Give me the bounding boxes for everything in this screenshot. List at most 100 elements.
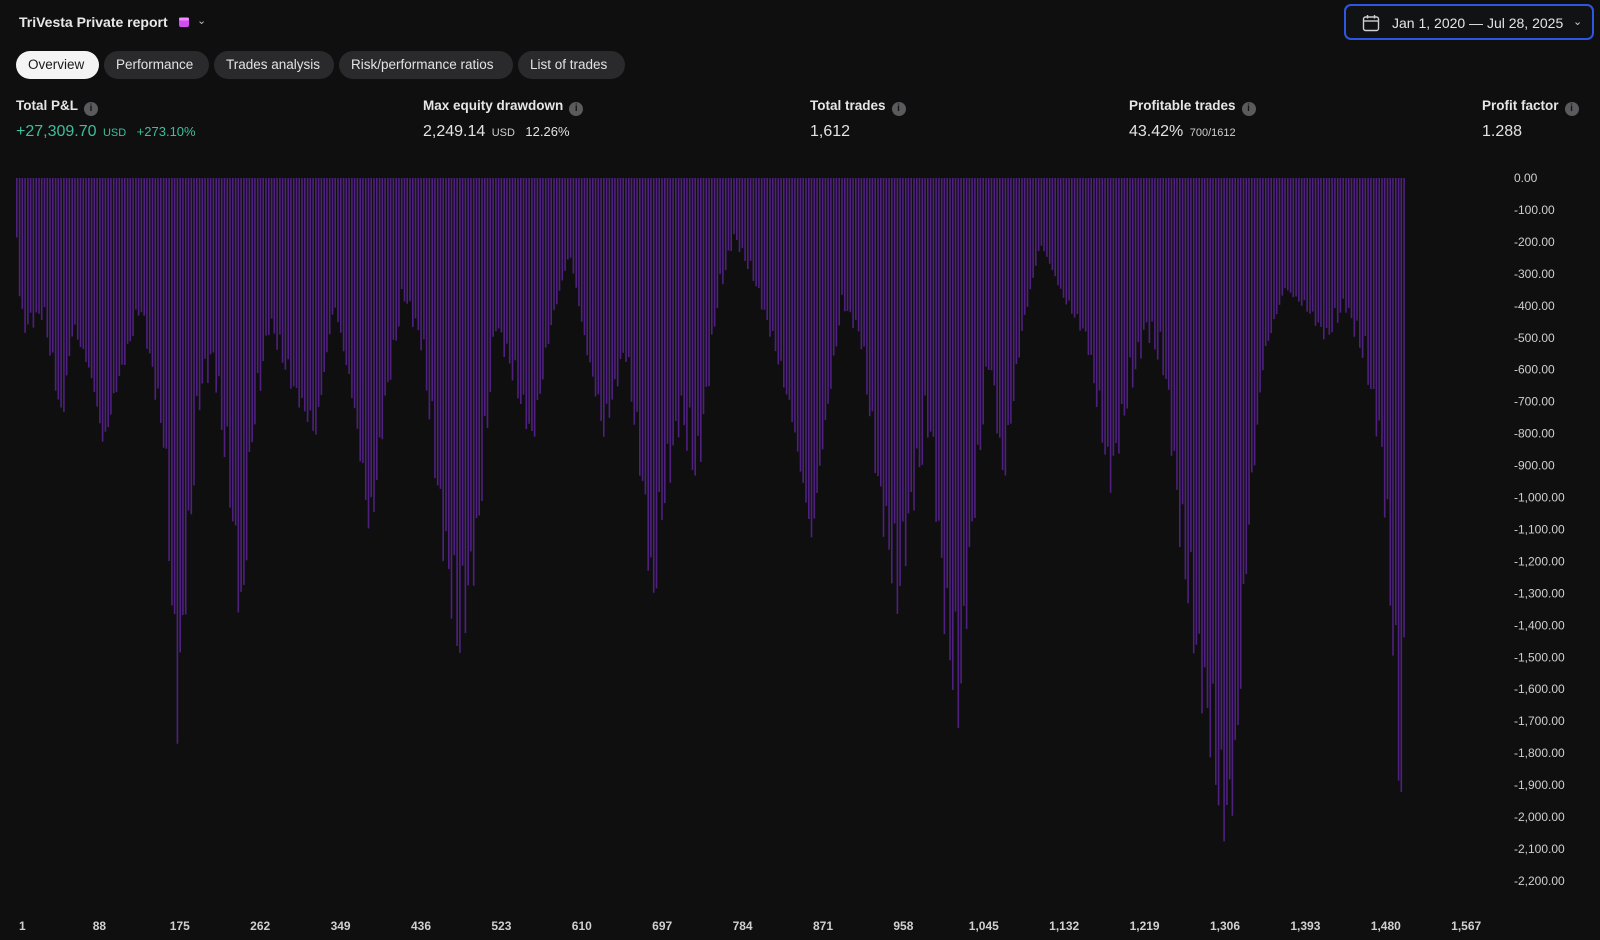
x-tick-label: 871 bbox=[813, 919, 833, 933]
drawdown-bar bbox=[268, 178, 270, 335]
tab-risk-performance-ratios[interactable]: Risk/performance ratios bbox=[339, 51, 513, 79]
drawdown-bar bbox=[173, 178, 176, 615]
drawdown-bar bbox=[376, 178, 378, 480]
y-tick-label: -1,700.00 bbox=[1514, 714, 1565, 728]
drawdown-bar bbox=[442, 178, 444, 562]
drawdown-bar bbox=[1295, 178, 1297, 297]
drawdown-bar bbox=[1239, 178, 1242, 689]
drawdown-bar bbox=[1032, 178, 1034, 278]
x-tick-label: 1 bbox=[19, 919, 26, 933]
drawdown-bar bbox=[484, 178, 486, 417]
drawdown-bar bbox=[882, 178, 885, 537]
drawdown-bar bbox=[1095, 178, 1098, 407]
drawdown-bar bbox=[821, 178, 824, 450]
drawdown-bar bbox=[1392, 178, 1394, 656]
drawdown-bar bbox=[580, 178, 583, 322]
drawdown-bar bbox=[1386, 178, 1389, 500]
y-tick-label: -200.00 bbox=[1514, 235, 1555, 249]
drawdown-bar bbox=[409, 178, 411, 302]
drawdown-bar bbox=[1143, 178, 1145, 330]
drawdown-bar bbox=[1275, 178, 1278, 315]
chevron-down-icon[interactable]: ⌄ bbox=[197, 15, 207, 27]
drawdown-bar bbox=[1101, 178, 1104, 443]
drawdown-bar bbox=[392, 178, 395, 340]
info-icon[interactable]: i bbox=[84, 102, 98, 116]
y-tick-label: -600.00 bbox=[1514, 363, 1555, 377]
drawdown-bar bbox=[162, 178, 165, 448]
drawdown-bar bbox=[1170, 178, 1173, 456]
drawdown-bar bbox=[675, 178, 677, 421]
x-tick-label: 1,480 bbox=[1371, 919, 1401, 933]
drawdown-bar bbox=[608, 178, 611, 418]
drawdown-bar bbox=[79, 178, 82, 348]
tab-trades-analysis[interactable]: Trades analysis bbox=[214, 51, 334, 79]
y-tick-label: 0.00 bbox=[1514, 171, 1538, 185]
drawdown-bar bbox=[1118, 178, 1120, 454]
info-icon[interactable]: i bbox=[1241, 102, 1256, 116]
info-icon[interactable]: i bbox=[891, 102, 906, 116]
drawdown-bar bbox=[370, 178, 372, 498]
drawdown-bar bbox=[456, 178, 458, 646]
drawdown-bar bbox=[1201, 178, 1203, 714]
drawdown-bar bbox=[929, 178, 932, 432]
drawdown-bar bbox=[417, 178, 420, 331]
drawdown-bar bbox=[932, 178, 935, 437]
drawdown-bar bbox=[248, 178, 251, 452]
drawdown-bar bbox=[763, 178, 766, 310]
drawdown-bar bbox=[849, 178, 852, 313]
calendar-badge-icon[interactable] bbox=[178, 16, 190, 28]
metric-label: Max equity drawdown bbox=[423, 98, 564, 113]
metric-value: 1.288 bbox=[1482, 123, 1523, 140]
drawdown-bar bbox=[511, 178, 514, 381]
info-icon[interactable]: i bbox=[1564, 102, 1579, 116]
drawdown-bar bbox=[168, 178, 170, 561]
drawdown-bar bbox=[553, 178, 555, 311]
drawdown-bar bbox=[619, 178, 622, 359]
report-title[interactable]: TriVesta Private report bbox=[19, 14, 168, 30]
tab-performance[interactable]: Performance bbox=[104, 51, 209, 79]
drawdown-bar bbox=[481, 178, 483, 501]
drawdown-bar bbox=[38, 178, 40, 314]
drawdown-bar bbox=[1270, 178, 1272, 334]
tab-overview[interactable]: Overview bbox=[16, 51, 99, 79]
drawdown-bar bbox=[1287, 178, 1289, 291]
drawdown-bar bbox=[1084, 178, 1087, 332]
drawdown-bar bbox=[688, 178, 691, 408]
drawdown-bar bbox=[561, 178, 564, 281]
info-icon[interactable]: i bbox=[569, 102, 584, 116]
drawdown-bar bbox=[655, 178, 658, 589]
metric-profitable-trades: Profitable trades i 43.42% 700/1612 bbox=[1129, 98, 1256, 141]
drawdown-chart[interactable]: 0.00 -100.00 -200.00 -300.00 -400.00 -500.00 -… bbox=[0, 160, 1600, 940]
drawdown-bar bbox=[29, 178, 32, 313]
drawdown-bar bbox=[475, 178, 478, 519]
drawdown-bar bbox=[1273, 178, 1275, 320]
drawdown-bar bbox=[431, 178, 433, 402]
drawdown-bar bbox=[331, 178, 334, 315]
drawdown-bar bbox=[412, 178, 414, 327]
drawdown-bar bbox=[630, 178, 633, 402]
drawdown-bar bbox=[949, 178, 951, 661]
drawdown-bar bbox=[952, 178, 954, 690]
drawdown-bar bbox=[520, 178, 522, 404]
x-axis: 1 88 175 262 349 436 523 610 697 784 871 958 1,045 1,… bbox=[19, 919, 1482, 933]
drawdown-bar bbox=[353, 178, 356, 409]
drawdown-bar bbox=[337, 178, 339, 323]
drawdown-bar bbox=[389, 178, 392, 380]
drawdown-bar bbox=[744, 178, 746, 261]
drawdown-bar bbox=[301, 178, 303, 398]
tab-list-of-trades[interactable]: List of trades bbox=[518, 51, 625, 79]
drawdown-bar bbox=[996, 178, 998, 434]
x-tick-label: 697 bbox=[652, 919, 672, 933]
drawdown-bar bbox=[453, 178, 456, 556]
drawdown-bar bbox=[514, 178, 516, 361]
drawdown-bar bbox=[160, 178, 162, 423]
x-tick-label: 262 bbox=[250, 919, 270, 933]
drawdown-bar bbox=[129, 178, 132, 342]
drawdown-bar bbox=[1012, 178, 1015, 401]
date-range-picker[interactable]: Jan 1, 2020 — Jul 28, 2025 ⌄ bbox=[1344, 4, 1594, 40]
x-tick-label: 610 bbox=[572, 919, 592, 933]
drawdown-bar bbox=[791, 178, 793, 423]
drawdown-bar bbox=[1256, 178, 1259, 425]
drawdown-bar bbox=[43, 178, 46, 308]
drawdown-bar bbox=[1021, 178, 1023, 331]
